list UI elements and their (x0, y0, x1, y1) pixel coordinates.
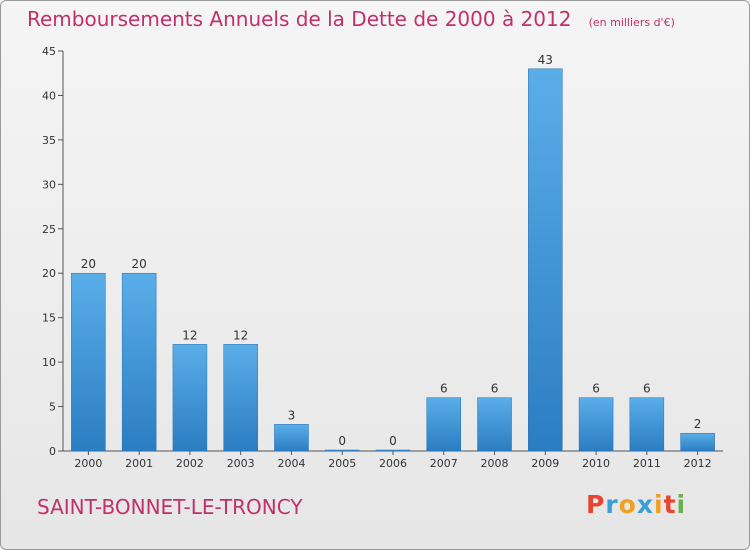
data-label-2009: 43 (538, 53, 553, 67)
bar-2007 (426, 397, 462, 452)
y-tick-label: 0 (49, 445, 56, 458)
logo-letter: o (618, 490, 637, 519)
chart-unit-note: (en milliers d'€) (588, 16, 675, 29)
y-tick-label: 40 (42, 89, 56, 102)
x-tick-label-2003: 2003 (227, 457, 255, 470)
chart-title: Remboursements Annuels de la Dette de 20… (27, 7, 675, 31)
logo-letter: r (605, 490, 619, 519)
data-label-2008: 6 (491, 382, 499, 396)
bar-2008 (477, 397, 512, 452)
x-tick-label-2012: 2012 (684, 457, 712, 470)
data-label-2004: 3 (288, 408, 296, 422)
x-tick-label-2010: 2010 (582, 457, 610, 470)
bar-2002 (172, 344, 208, 452)
data-label-2001: 20 (132, 257, 147, 271)
x-tick-label-2001: 2001 (125, 457, 153, 470)
bar-2000 (71, 272, 106, 452)
y-tick-label: 20 (42, 267, 56, 280)
data-label-2005: 0 (338, 434, 346, 448)
data-label-2010: 6 (592, 382, 600, 396)
x-tick-label-2007: 2007 (430, 457, 458, 470)
x-tick-label-2004: 2004 (277, 457, 305, 470)
data-label-2003: 12 (233, 328, 248, 342)
data-label-2000: 20 (81, 257, 96, 271)
x-tick-label-2009: 2009 (531, 457, 559, 470)
y-tick-label: 35 (42, 134, 56, 147)
bar-2011 (629, 397, 665, 452)
bar-2003 (223, 344, 258, 452)
proxiti-logo: Proxiti (586, 490, 686, 519)
x-tick-label-2011: 2011 (633, 457, 661, 470)
bar-2004 (274, 424, 309, 452)
bar-2009 (528, 68, 563, 452)
y-tick-label: 30 (42, 178, 56, 191)
x-tick-label-2005: 2005 (328, 457, 356, 470)
y-tick-label: 15 (42, 312, 56, 325)
logo-letter: i (654, 490, 664, 519)
logo-letter: t (663, 490, 677, 519)
y-tick-label: 10 (42, 356, 56, 369)
x-tick-label-2008: 2008 (481, 457, 509, 470)
y-tick-label: 5 (49, 401, 56, 414)
bar-2001 (121, 272, 157, 452)
chart-title-text: Remboursements Annuels de la Dette de 20… (27, 7, 572, 31)
bar-2006 (375, 449, 411, 452)
bar-2010 (578, 397, 614, 452)
bar-2005 (324, 449, 360, 452)
data-label-2007: 6 (440, 382, 448, 396)
data-label-2012: 2 (694, 417, 702, 431)
x-tick-label-2002: 2002 (176, 457, 204, 470)
y-tick-label: 25 (42, 223, 56, 236)
bar-2012 (680, 432, 715, 452)
logo-letter: x (636, 490, 654, 519)
city-name: SAINT-BONNET-LE-TRONCY (37, 495, 303, 519)
x-tick-label-2006: 2006 (379, 457, 407, 470)
data-label-2011: 6 (643, 382, 651, 396)
data-label-2002: 12 (182, 328, 197, 342)
x-tick-label-2000: 2000 (74, 457, 102, 470)
logo-letter: P (586, 490, 606, 519)
y-tick-label: 45 (42, 45, 56, 58)
logo-letter: i (676, 490, 687, 519)
data-label-2006: 0 (389, 434, 397, 448)
